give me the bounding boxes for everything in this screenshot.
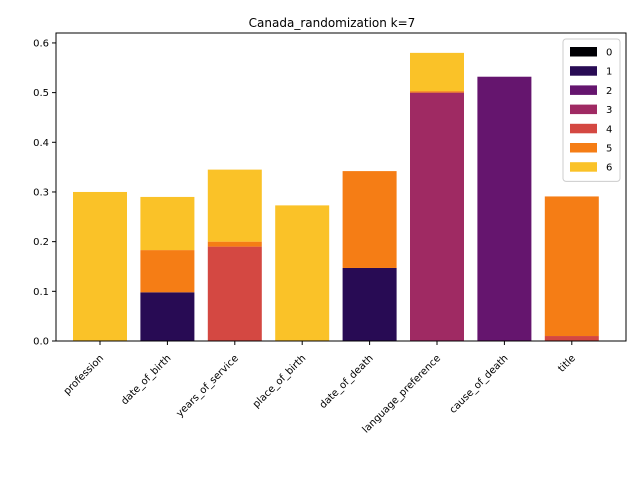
bar-place_of_birth-series-6 (275, 205, 330, 341)
bar-years_of_service-series-5 (207, 241, 262, 247)
x-tick-label: cause_of_death (448, 353, 511, 416)
y-tick-label: 0.0 (33, 337, 49, 348)
legend-label-2: 2 (606, 86, 612, 97)
x-tick-label: title (556, 353, 578, 375)
y-tick-label: 0.1 (33, 287, 49, 298)
legend: 0 1 2 3 4 5 6 (562, 38, 621, 182)
y-tick-label: 0.5 (33, 88, 49, 99)
legend-swatch-4 (570, 123, 597, 134)
legend-swatch-3 (570, 104, 597, 115)
x-tick-label: date_of_birth (119, 353, 173, 407)
y-axis: 0.0 0.1 0.2 0.3 0.4 0.5 0.6 (33, 38, 56, 348)
legend-label-0: 0 (606, 48, 612, 59)
y-tick-label: 0.6 (33, 38, 49, 49)
legend-swatch-0 (570, 47, 597, 57)
plot-frame (55, 32, 627, 342)
legend-label-3: 3 (606, 105, 612, 116)
bar-date_of_birth-series-5 (140, 250, 195, 293)
legend-swatch-1 (570, 66, 597, 76)
x-tick-label: date_of_death (318, 353, 376, 411)
legend-swatch-5 (570, 143, 597, 153)
legend-swatch-2 (570, 85, 597, 95)
y-tick-label: 0.3 (33, 187, 49, 198)
bar-language_preference-series-3 (410, 92, 464, 341)
bar-title-series-5 (544, 196, 599, 337)
bar-years_of_service-series-4 (207, 246, 262, 341)
bars-group (73, 52, 599, 341)
bar-date_of_birth-series-1 (140, 292, 195, 341)
bar-years_of_service-series-6 (207, 169, 262, 242)
x-tick-label: years_of_service (174, 353, 240, 419)
x-tick-label: profession (62, 353, 106, 397)
bar-cause_of_death-series-2 (477, 76, 532, 341)
bar-language_preference-series-5 (410, 91, 464, 93)
x-tick-label: language_preference (361, 353, 443, 435)
legend-label-1: 1 (606, 67, 612, 78)
bar-date_of_death-series-5 (342, 171, 397, 268)
legend-label-5: 5 (606, 144, 612, 155)
chart-title: Canada_randomization k=7 (249, 16, 416, 30)
legend-label-4: 4 (606, 124, 612, 135)
bar-date_of_death-series-1 (342, 267, 397, 341)
bar-profession-series-6 (73, 191, 127, 341)
bar-date_of_birth-series-6 (140, 196, 195, 251)
bar-title-series-4 (544, 336, 599, 341)
legend-swatch-6 (570, 162, 597, 172)
y-tick-label: 0.4 (33, 138, 49, 149)
y-tick-label: 0.2 (33, 237, 49, 248)
x-tick-label: place_of_birth (251, 353, 308, 410)
legend-label-6: 6 (606, 163, 612, 174)
bar-language_preference-series-6 (410, 52, 464, 92)
x-axis: profession date_of_birth years_of_service p… (62, 341, 578, 435)
